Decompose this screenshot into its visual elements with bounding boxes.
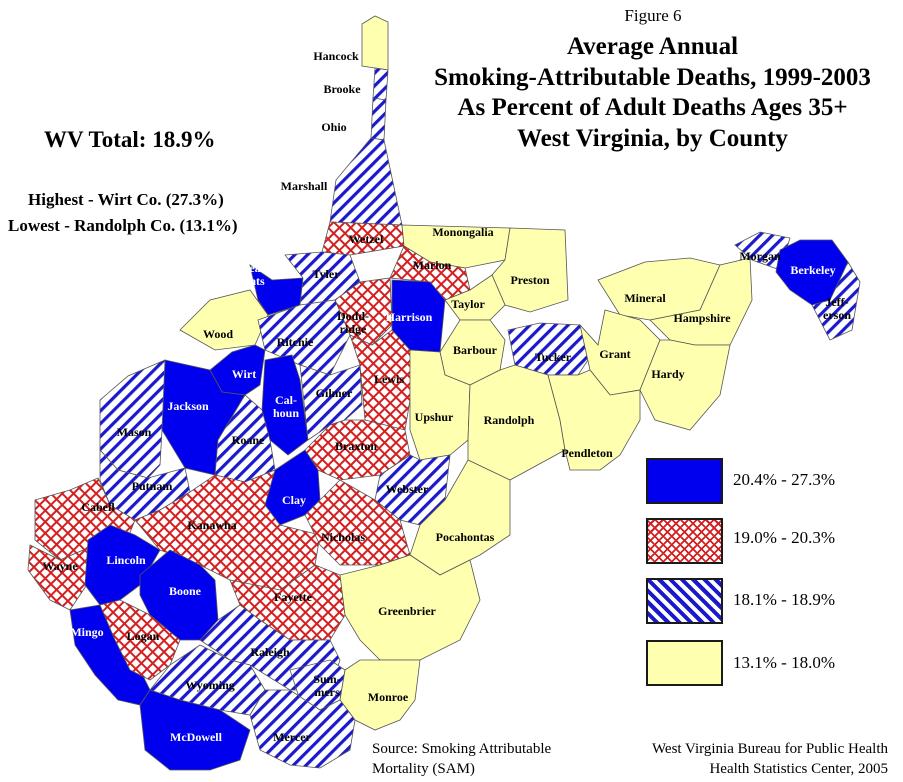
county-hancock — [361, 15, 389, 71]
county-label-hardy: Hardy — [651, 367, 684, 381]
county-label-cabell: Cabell — [81, 500, 115, 514]
county-label-mineral: Mineral — [624, 291, 666, 305]
county-label-wayne: Wayne — [42, 559, 78, 573]
county-label-raleigh: Raleigh — [250, 645, 290, 659]
county-label-roane: Roane — [232, 433, 265, 447]
county-brooke — [372, 67, 389, 101]
county-preston — [491, 227, 569, 313]
legend-swatch-crosshatch — [646, 518, 723, 564]
county-label-tucker: Tucker — [535, 350, 572, 364]
county-label-putnam: Putnam — [132, 479, 173, 493]
county-label-jefferson: Jeff-erson — [823, 295, 851, 322]
county-label-marion: Marion — [413, 258, 452, 272]
county-label-doddridge: Dodd-ridge — [337, 309, 369, 336]
county-wetzel — [321, 221, 405, 256]
figure-label: Figure 6 — [624, 6, 682, 25]
county-label-lincoln: Lincoln — [106, 553, 146, 567]
county-label-ritchie: Ritchie — [277, 335, 314, 349]
title-line-1: Average Annual — [566, 33, 739, 60]
county-label-calhoun: Cal-houn — [273, 393, 299, 420]
county-label-monongalia: Monongalia — [432, 225, 493, 239]
county-braxton — [304, 419, 411, 481]
county-label-tyler: Tyler — [312, 267, 340, 281]
county-label-mingo: Mingo — [70, 625, 103, 639]
county-label-kanawha: Kanawha — [187, 518, 236, 532]
county-mcdowell — [139, 689, 251, 771]
county-jefferson — [811, 261, 861, 341]
county-label-morgan: Morgan — [739, 249, 781, 263]
county-label-monroe: Monroe — [368, 690, 409, 704]
source-note: Source: Smoking Attributable Mortality (… — [372, 739, 551, 779]
county-label-clay: Clay — [282, 493, 306, 507]
county-label-mcdowell: McDowell — [170, 730, 223, 744]
legend-swatch-diagonal — [646, 578, 723, 624]
source-line-2: Mortality (SAM) — [372, 761, 475, 777]
highest-county: Highest - Wirt Co. (27.3%) — [28, 190, 224, 209]
credit-line-1: West Virginia Bureau for Public Health — [651, 741, 888, 757]
county-nicholas — [304, 479, 411, 566]
wv-total: WV Total: 18.9% — [44, 127, 216, 152]
credit-line-2: Health Statistics Center, 2005 — [709, 761, 888, 777]
legend-label-solid: 20.4% - 27.3% — [733, 470, 835, 489]
county-label-wood: Wood — [203, 327, 233, 341]
county-label-hampshire: Hampshire — [673, 311, 731, 325]
county-label-nicholas: Nicholas — [321, 530, 365, 544]
county-mercer — [249, 689, 356, 769]
county-wood — [179, 289, 269, 351]
county-label-hancock: Hancock — [313, 49, 359, 63]
county-label-wetzel: Wetzel — [349, 232, 384, 246]
county-label-gilmer: Gilmer — [316, 386, 353, 400]
county-label-harrison: Harrison — [386, 310, 433, 324]
title-line-4: West Virginia, by County — [517, 124, 788, 152]
county-greenbrier — [339, 554, 481, 661]
county-label-greenbrier: Greenbrier — [378, 604, 436, 618]
county-ritchie — [257, 299, 351, 376]
county-label-barbour: Barbour — [453, 343, 498, 357]
legend-swatch-plain — [646, 640, 723, 686]
title-line-2: Smoking-Attributable Deaths, 1999-2003 — [434, 63, 871, 91]
county-label-preston: Preston — [510, 273, 549, 287]
county-label-brooke: Brooke — [323, 82, 361, 96]
county-label-logan: Logan — [127, 629, 160, 643]
legend-label-crosshatch: 19.0% - 20.3% — [733, 528, 835, 547]
county-pendleton — [547, 369, 641, 471]
county-gilmer — [299, 364, 363, 441]
county-wayne — [27, 544, 96, 611]
county-marshall — [329, 137, 403, 226]
county-label-berkeley: Berkeley — [790, 263, 835, 277]
county-label-summers: Sum-mers — [313, 672, 340, 699]
county-hardy — [639, 339, 731, 431]
county-label-upshur: Upshur — [415, 410, 454, 424]
county-label-wirt: Wirt — [232, 367, 256, 381]
county-label-boone: Boone — [169, 584, 202, 598]
county-label-pleasants: Pleas-ants — [239, 261, 270, 288]
legend-label-diagonal: 18.1% - 18.9% — [733, 590, 835, 609]
county-label-grant: Grant — [599, 347, 630, 361]
county-label-marshall: Marshall — [281, 179, 328, 193]
county-label-fayette: Fayette — [274, 590, 313, 604]
county-label-ohio: Ohio — [321, 120, 346, 134]
county-label-randolph: Randolph — [484, 413, 535, 427]
credit-note: West Virginia Bureau for Public Health H… — [612, 739, 888, 779]
county-label-pendleton: Pendleton — [561, 446, 613, 460]
county-label-taylor: Taylor — [451, 297, 485, 311]
county-label-webster: Webster — [386, 482, 429, 496]
county-kanawha — [134, 469, 321, 591]
county-label-mason: Mason — [117, 425, 152, 439]
county-label-lewis: Lewis — [374, 372, 404, 386]
county-label-braxton: Braxton — [335, 439, 377, 453]
county-ohio — [370, 97, 387, 141]
title-line-3: As Percent of Adult Deaths Ages 35+ — [457, 94, 848, 121]
county-label-pocahontas: Pocahontas — [436, 530, 495, 544]
legend-label-plain: 13.1% - 18.0% — [733, 653, 835, 672]
legend-swatch-solid — [646, 458, 723, 504]
lowest-county: Lowest - Randolph Co. (13.1%) — [8, 216, 238, 235]
county-label-jackson: Jackson — [167, 399, 209, 413]
county-label-wyoming: Wyoming — [185, 678, 235, 692]
county-label-mercer: Mercer — [273, 730, 311, 744]
source-line-1: Source: Smoking Attributable — [372, 741, 552, 757]
map-title: Average Annual Smoking-Attributable Deat… — [395, 32, 903, 154]
